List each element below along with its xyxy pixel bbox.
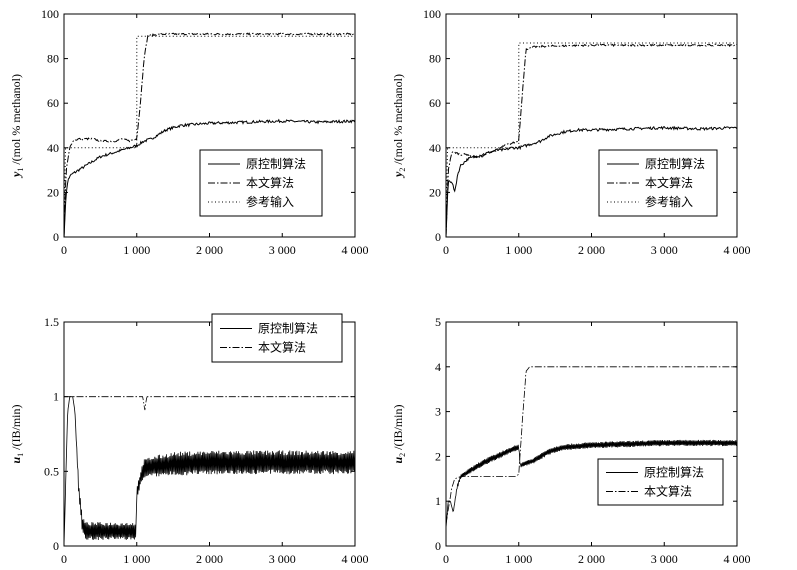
y-tick-label: 40	[429, 141, 441, 155]
series-line-2	[64, 35, 355, 237]
plot-frame	[445, 321, 738, 547]
x-tick-label: 0	[61, 243, 67, 257]
x-tick-label: 0	[443, 552, 449, 566]
y-axis-label: u2 /(IB/min)	[391, 404, 407, 463]
legend-box	[211, 313, 343, 363]
y-tick-label: 60	[429, 96, 441, 110]
legend-box	[199, 149, 323, 217]
y-tick-label: 1	[53, 390, 59, 404]
x-tick-label: 2 000	[196, 552, 223, 566]
x-tick-label: 4 000	[342, 243, 369, 257]
legend-box	[597, 458, 724, 506]
x-tick-label: 4 000	[724, 243, 751, 257]
y-tick-label: 60	[47, 96, 59, 110]
legend-entry: 原控制算法	[644, 465, 704, 480]
y-tick-label: 0	[435, 230, 441, 244]
y-axis-label: y2 /(mol % methanol)	[391, 74, 407, 179]
y-tick-label: 80	[47, 52, 59, 66]
y-axis-subscript: 1	[16, 168, 25, 172]
x-tick-label: 1 000	[123, 243, 150, 257]
y-tick-label: 100	[423, 7, 441, 21]
series-line-0	[64, 396, 355, 546]
x-tick-label: 1 000	[505, 552, 532, 566]
series-line-1	[64, 396, 355, 411]
x-tick-label: 2 000	[196, 243, 223, 257]
x-tick-label: 3 000	[269, 552, 296, 566]
chart-y2: 0 1 000 2 000 3 000 4 000 0 20 40 60 80 100 y2 /(mo…	[391, 7, 751, 257]
series-line-0	[446, 439, 737, 529]
y-tick-label: 0	[53, 230, 59, 244]
y-axis-unit: /(IB/min)	[9, 404, 23, 452]
y-tick-label: 2	[435, 449, 441, 463]
x-tick-label: 3 000	[651, 243, 678, 257]
y-tick-label: 3	[435, 405, 441, 419]
y-axis-label: u1 /(IB/min)	[9, 404, 25, 463]
x-tick-label: 0	[61, 552, 67, 566]
y-tick-label: 5	[435, 315, 441, 329]
x-tick-label: 1 000	[123, 552, 150, 566]
y-tick-label: 20	[47, 185, 59, 199]
x-tick-label: 0	[443, 243, 449, 257]
x-tick-label: 2 000	[578, 552, 605, 566]
x-tick-label: 2 000	[578, 243, 605, 257]
legend-entry: 原控制算法	[645, 156, 705, 171]
y-tick-label: 0.5	[44, 464, 59, 478]
y-axis-subscript: 1	[16, 453, 25, 457]
legend-box	[598, 149, 718, 217]
y-axis-symbol: y	[391, 171, 405, 179]
legend-entry: 原控制算法	[258, 321, 318, 336]
legend-entry: 本文算法	[645, 175, 693, 190]
y-tick-label: 20	[429, 185, 441, 199]
x-tick-label: 3 000	[651, 552, 678, 566]
y-tick-label: 0	[435, 539, 441, 553]
series-line-0	[64, 118, 355, 237]
legend-entry: 参考输入	[246, 194, 294, 209]
legend-entry: 原控制算法	[246, 156, 306, 171]
legend-entry: 本文算法	[246, 175, 294, 190]
legend-entry: 本文算法	[258, 340, 306, 355]
y-axis-symbol: u	[9, 457, 23, 464]
series-line-1	[446, 366, 737, 524]
legend-entry: 参考输入	[645, 194, 693, 209]
x-tick-label: 4 000	[724, 552, 751, 566]
y-tick-label: 0	[53, 539, 59, 553]
y-tick-label: 40	[47, 141, 59, 155]
y-axis-symbol: y	[9, 171, 23, 179]
x-tick-label: 1 000	[505, 243, 532, 257]
y-axis-subscript: 2	[398, 453, 407, 457]
y-tick-label: 4	[435, 360, 441, 374]
y-axis-label: y1 /(mol % methanol)	[9, 74, 25, 179]
y-axis-symbol: u	[391, 457, 405, 464]
chart-y1: 0 1 000 2 000 3 000 4 000 0 20 40 60 80 100 y1 /(mo…	[9, 7, 369, 257]
series-line-2	[446, 42, 737, 237]
x-tick-label: 4 000	[342, 552, 369, 566]
series-line-1	[446, 43, 737, 237]
y-axis-unit: /(mol % methanol)	[9, 74, 23, 168]
legend-entry: 本文算法	[644, 484, 692, 499]
y-axis-unit: /(IB/min)	[391, 404, 405, 452]
y-tick-label: 100	[41, 7, 59, 21]
y-axis-unit: /(mol % methanol)	[391, 74, 405, 168]
y-axis-subscript: 2	[398, 168, 407, 172]
y-tick-label: 1.5	[44, 315, 59, 329]
x-tick-label: 3 000	[269, 243, 296, 257]
y-tick-label: 1	[435, 494, 441, 508]
y-tick-label: 80	[429, 52, 441, 66]
